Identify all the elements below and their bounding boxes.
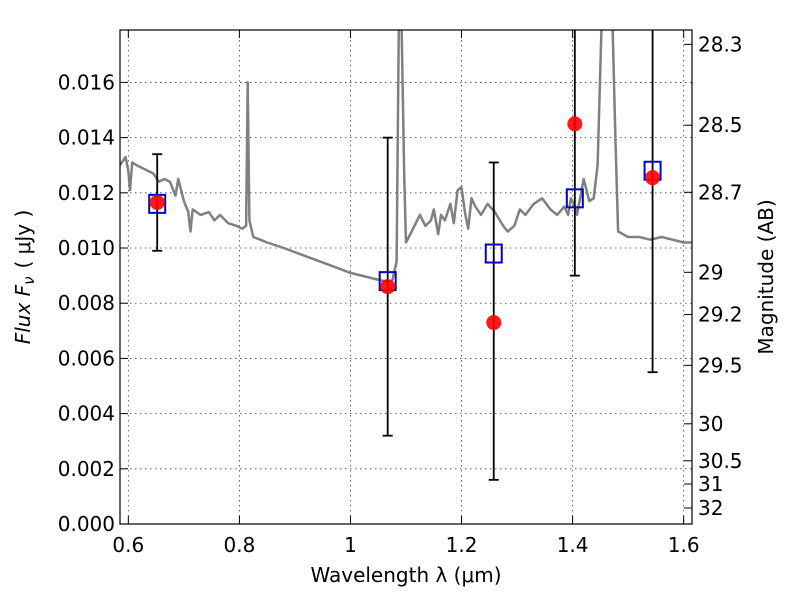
flux-point-marker <box>567 116 583 132</box>
model-square-marker <box>148 193 167 214</box>
error-bars <box>152 30 658 481</box>
y-tick-label: 0.004 <box>58 402 115 426</box>
svg-text:Flux Fν( μJy ): Flux Fν ( μJy ) <box>11 210 38 345</box>
y-tick-label: 0.002 <box>58 457 115 481</box>
right-axis-tick-label: 28.7 <box>698 180 743 204</box>
flux-point-marker <box>380 279 396 295</box>
x-tick-label: 1.4 <box>557 533 589 557</box>
y-tick-label: 0.016 <box>58 70 115 94</box>
y-tick-label: 0.006 <box>58 346 115 370</box>
y-axis-label-unit: ( μJy ) <box>11 210 35 269</box>
y-axis-label-main: Flux F <box>11 284 35 344</box>
right-axis-tick-label: 28.3 <box>698 32 743 56</box>
right-axis-label: Magnitude (AB) <box>754 199 778 354</box>
right-axis-tick-label: 28.5 <box>698 113 743 137</box>
y-tick-label: 0.014 <box>58 126 115 150</box>
tick-labels: 0.6 0.8 1 1.2 1.4 1.6 0.000 0.002 0.004 0.006 0.00… <box>58 32 743 557</box>
model-square-marker <box>484 243 503 264</box>
model-spectrum-line <box>120 30 692 283</box>
y-axis-label-sub: ν <box>20 276 38 284</box>
observed-flux-points <box>149 116 661 331</box>
y-tick-label: 0.012 <box>58 181 115 205</box>
x-tick-label: 0.8 <box>223 533 255 557</box>
flux-point-marker <box>486 315 502 331</box>
y-tick-label: 0.010 <box>58 236 115 260</box>
x-tick-label: 0.6 <box>112 533 144 557</box>
flux-point-marker <box>149 194 165 210</box>
plot-frame <box>119 29 693 525</box>
x-tick-label: 1.6 <box>668 533 700 557</box>
right-axis-tick-label: 29.2 <box>698 303 743 327</box>
right-axis-tick-label: 30.5 <box>698 449 743 473</box>
right-axis-tick-label: 31 <box>698 472 723 496</box>
model-square-marker <box>565 188 584 209</box>
grid-lines <box>120 30 692 524</box>
right-axis-tick-label: 30 <box>698 412 723 436</box>
right-axis-tick-label: 32 <box>698 496 723 520</box>
x-tick-label: 1 <box>344 533 357 557</box>
flux-point-marker <box>645 170 661 186</box>
right-axis-tick-label: 29.5 <box>698 353 743 377</box>
y-axis-label: Flux Fν ( μJy ) <box>11 210 38 345</box>
right-axis-tick-label: 29 <box>698 260 723 284</box>
x-axis-label: Wavelength λ (μm) <box>310 563 501 587</box>
y-tick-label: 0.000 <box>58 512 115 536</box>
y-tick-label: 0.008 <box>58 291 115 315</box>
axis-ticks <box>120 30 692 525</box>
x-tick-label: 1.2 <box>446 533 478 557</box>
plot-area <box>120 30 692 481</box>
